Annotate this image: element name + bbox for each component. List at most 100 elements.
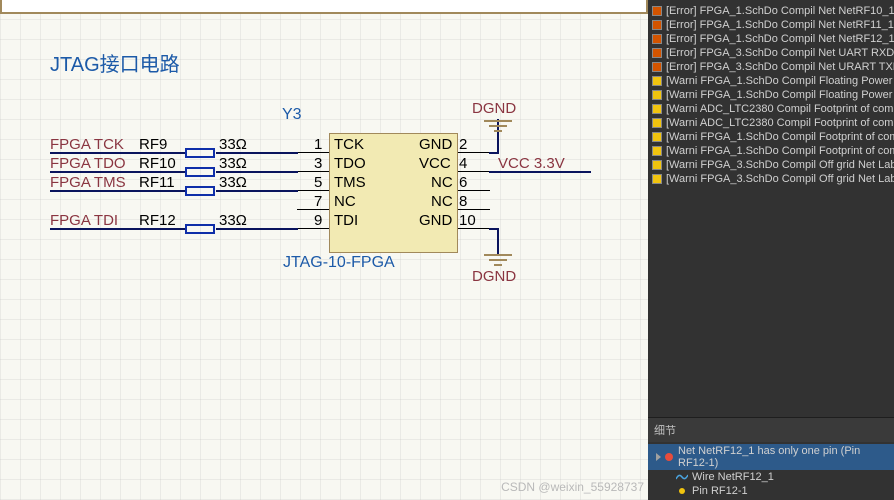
- pin-num-1: 1: [314, 136, 322, 153]
- message-row[interactable]: [Warni FPGA_1.SchDo Compil Footprint of …: [648, 130, 894, 144]
- message-row[interactable]: [Warni FPGA_1.SchDo Compil Floating Powe…: [648, 74, 894, 88]
- res-val-rf9: 33Ω: [219, 136, 247, 153]
- dgnd-label-top: DGND: [472, 100, 516, 117]
- pin-name-gnd10: GND: [419, 212, 452, 229]
- pin-num-3: 3: [314, 155, 322, 172]
- message-text: [Warni FPGA_1.SchDo Compil Footprint of …: [666, 145, 894, 157]
- message-row[interactable]: [Error] FPGA_3.SchDo Compil Net UART RXD…: [648, 46, 894, 60]
- error-icon: [652, 6, 662, 16]
- detail-selected-text: Net NetRF12_1 has only one pin (Pin RF12…: [678, 445, 886, 469]
- res-val-rf11: 33Ω: [219, 174, 247, 191]
- pin-stub: [458, 209, 490, 210]
- pin-stub: [297, 171, 329, 172]
- schematic-canvas[interactable]: JTAG接口电路 Y3 1 TCK 3 TDO 5 TMS 7 NC 9 TDI…: [0, 0, 648, 500]
- res-ref-rf11: RF11: [139, 174, 175, 191]
- net-fpga-tdi[interactable]: FPGA TDI: [50, 212, 118, 229]
- detail-item-pin[interactable]: Pin RF12-1: [648, 484, 894, 498]
- net-fpga-tms[interactable]: FPGA TMS: [50, 174, 126, 191]
- app-root: JTAG接口电路 Y3 1 TCK 3 TDO 5 TMS 7 NC 9 TDI…: [0, 0, 894, 500]
- pin-num-10: 10: [459, 212, 476, 229]
- net-fpga-tdo[interactable]: FPGA TDO: [50, 155, 126, 172]
- watermark: CSDN @weixin_55928737: [501, 480, 644, 494]
- sheet-border: [0, 0, 648, 14]
- schematic-title: JTAG接口电路: [50, 48, 180, 77]
- pin-stub: [297, 190, 329, 191]
- pin-name-nc6: NC: [431, 174, 453, 191]
- message-row[interactable]: [Warni FPGA_1.SchDo Compil Floating Powe…: [648, 88, 894, 102]
- warning-icon: [652, 132, 662, 142]
- detail-selected-row[interactable]: Net NetRF12_1 has only one pin (Pin RF12…: [648, 444, 894, 470]
- warning-icon: [652, 146, 662, 156]
- message-text: [Warni FPGA_1.SchDo Compil Footprint of …: [666, 131, 894, 143]
- warning-icon: [652, 174, 662, 184]
- resistor-rf10[interactable]: [185, 167, 215, 177]
- pin-stub: [458, 171, 490, 172]
- message-row[interactable]: [Error] FPGA_3.SchDo Compil Net URART TX…: [648, 60, 894, 74]
- res-val-rf10: 33Ω: [219, 155, 247, 172]
- message-row[interactable]: [Warni FPGA_3.SchDo Compil Off grid Net …: [648, 172, 894, 186]
- res-ref-rf12: RF12: [139, 212, 176, 229]
- message-text: [Warni FPGA_1.SchDo Compil Floating Powe…: [666, 75, 894, 87]
- expand-icon[interactable]: [656, 453, 661, 461]
- message-row[interactable]: [Error] FPGA_1.SchDo Compil Net NetRF11_…: [648, 18, 894, 32]
- chip-part-name: JTAG-10-FPGA: [283, 254, 395, 272]
- error-dot-icon: [665, 453, 673, 461]
- pin-stub: [458, 152, 490, 153]
- warning-icon: [652, 76, 662, 86]
- dgnd-symbol-bot[interactable]: [484, 253, 512, 269]
- net-vcc[interactable]: VCC 3.3V: [498, 155, 565, 172]
- resistor-rf9[interactable]: [185, 148, 215, 158]
- message-row[interactable]: [Error] FPGA_1.SchDo Compil Net NetRF12_…: [648, 32, 894, 46]
- dgnd-label-bot: DGND: [472, 268, 516, 285]
- chip-designator: Y3: [282, 106, 302, 124]
- message-row[interactable]: [Warni FPGA_3.SchDo Compil Off grid Net …: [648, 158, 894, 172]
- pin-num-6: 6: [459, 174, 467, 191]
- dgnd-symbol-top[interactable]: [484, 119, 512, 135]
- resistor-rf12[interactable]: [185, 224, 215, 234]
- pin-name-gnd2: GND: [419, 136, 452, 153]
- resistor-rf11[interactable]: [185, 186, 215, 196]
- detail-item-wire[interactable]: Wire NetRF12_1: [648, 470, 894, 484]
- detail-item-text: Pin RF12-1: [692, 485, 748, 497]
- message-text: [Warni FPGA_3.SchDo Compil Off grid Net …: [666, 173, 894, 185]
- warning-icon: [652, 160, 662, 170]
- messages-panel: [Error] FPGA_1.SchDo Compil Net NetRF10_…: [648, 0, 894, 500]
- message-text: [Warni FPGA_3.SchDo Compil Off grid Net …: [666, 159, 894, 171]
- pin-name-nc-l: NC: [334, 193, 356, 210]
- message-row[interactable]: [Warni FPGA_1.SchDo Compil Footprint of …: [648, 144, 894, 158]
- res-val-rf12: 33Ω: [219, 212, 247, 229]
- detail-panel: 细节 Net NetRF12_1 has only one pin (Pin R…: [648, 417, 894, 500]
- pin-name-tck: TCK: [334, 136, 364, 153]
- message-row[interactable]: [Warni ADC_LTC2380 Compil Footprint of c…: [648, 102, 894, 116]
- error-icon: [652, 34, 662, 44]
- error-icon: [652, 20, 662, 30]
- error-icon: [652, 62, 662, 72]
- pin-stub: [458, 190, 490, 191]
- net-fpga-tck[interactable]: FPGA TCK: [50, 136, 124, 153]
- pin-num-7: 7: [314, 193, 322, 210]
- pin-name-tms: TMS: [334, 174, 366, 191]
- message-row[interactable]: [Warni ADC_LTC2380 Compil Footprint of c…: [648, 116, 894, 130]
- message-text: [Error] FPGA_1.SchDo Compil Net NetRF11_…: [666, 19, 894, 31]
- messages-list[interactable]: [Error] FPGA_1.SchDo Compil Net NetRF10_…: [648, 0, 894, 417]
- res-ref-rf9: RF9: [139, 136, 167, 153]
- pin-name-tdo: TDO: [334, 155, 366, 172]
- pin-stub: [297, 209, 329, 210]
- detail-item-text: Wire NetRF12_1: [692, 471, 774, 483]
- pin-name-tdi: TDI: [334, 212, 358, 229]
- message-text: [Error] FPGA_3.SchDo Compil Net UART RXD…: [666, 47, 894, 59]
- pin-num-4: 4: [459, 155, 467, 172]
- error-icon: [652, 48, 662, 58]
- pin-num-2: 2: [459, 136, 467, 153]
- detail-body: Net NetRF12_1 has only one pin (Pin RF12…: [648, 442, 894, 500]
- message-row[interactable]: [Error] FPGA_1.SchDo Compil Net NetRF10_…: [648, 4, 894, 18]
- message-text: [Error] FPGA_1.SchDo Compil Net NetRF10_…: [666, 5, 894, 17]
- pin-num-5: 5: [314, 174, 322, 191]
- message-text: [Warni ADC_LTC2380 Compil Footprint of c…: [666, 103, 894, 115]
- pin-num-9: 9: [314, 212, 322, 229]
- pin-stub: [458, 228, 490, 229]
- pin-stub: [297, 228, 329, 229]
- wire-gnd10-v[interactable]: [497, 228, 499, 254]
- warning-icon: [652, 90, 662, 100]
- detail-header: 细节: [648, 418, 894, 442]
